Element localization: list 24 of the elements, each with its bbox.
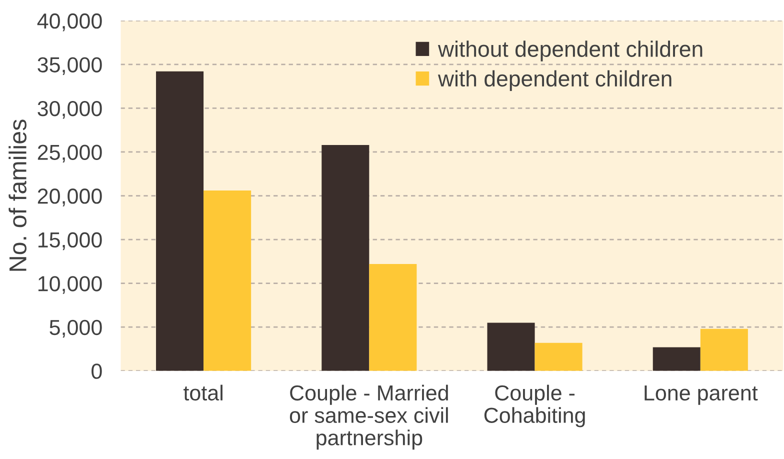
bar: [322, 144, 370, 371]
bar: [487, 322, 535, 371]
y-tick-label: 35,000: [38, 57, 102, 75]
x-tick-label: total: [184, 384, 222, 401]
x-tick-label: Lone parent: [644, 386, 758, 405]
bar: [700, 328, 748, 371]
bar: [652, 347, 700, 371]
bar: [156, 71, 204, 371]
y-tick-label: 20,000: [38, 188, 102, 206]
y-tick-label: 15,000: [38, 232, 102, 250]
x-tick-label: Couple - Married or same-sex civil partnership: [290, 384, 448, 450]
bar: [204, 190, 252, 371]
y-tick-label: 5,000: [50, 320, 102, 338]
y-tick-label: 40,000: [37, 13, 102, 32]
y-tick-label: 30,000: [38, 100, 102, 119]
y-axis-title: No. of families: [8, 120, 26, 271]
bar: [369, 264, 417, 371]
bar: [534, 342, 582, 371]
legend-label: with dependent children: [438, 70, 672, 91]
legend-label: without dependent children: [438, 40, 702, 62]
y-tick-label: 25,000: [38, 144, 102, 163]
y-tick-label: 0: [92, 364, 102, 379]
x-tick-label: Couple - Cohabiting: [484, 384, 585, 428]
y-tick-label: 10,000: [38, 276, 102, 294]
